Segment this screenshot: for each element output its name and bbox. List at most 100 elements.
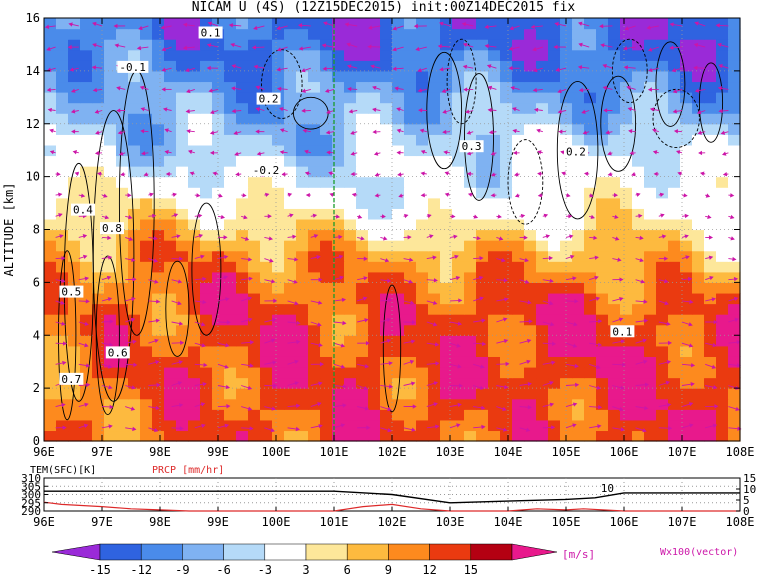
wind-vector-head — [690, 363, 696, 368]
wind-cell — [116, 250, 129, 262]
wind-cell — [200, 134, 213, 146]
wind-cell — [188, 60, 201, 72]
contour-line — [507, 139, 544, 225]
wind-cell — [140, 197, 153, 209]
wind-cell — [380, 282, 393, 294]
wind-cell — [440, 292, 453, 305]
x-tick-label: 107E — [668, 445, 697, 459]
wind-cell — [668, 208, 681, 220]
wind-cell — [200, 81, 213, 93]
wind-vector-head — [455, 275, 461, 281]
wind-cell — [704, 398, 717, 410]
wind-cell — [248, 187, 261, 199]
wind-vector-head — [276, 47, 282, 52]
wind-cell — [572, 250, 585, 262]
wind-cell — [176, 113, 189, 125]
wind-vector-head — [434, 342, 440, 347]
wind-cell — [440, 166, 453, 178]
wind-cell — [272, 419, 285, 432]
wind-vector-head — [80, 193, 86, 198]
wind-cell — [164, 250, 177, 262]
wind-vector-head — [408, 279, 413, 284]
wind-vector-head — [49, 150, 55, 155]
wind-cell — [320, 166, 333, 178]
wind-cell — [644, 250, 657, 262]
wind-cell — [308, 208, 321, 220]
wind-vector-head — [138, 25, 143, 31]
wind-cell — [380, 60, 393, 72]
wind-cell — [260, 303, 273, 315]
wind-cell — [368, 208, 381, 220]
wind-vector-head — [364, 363, 370, 369]
wind-cell — [476, 366, 489, 379]
wind-cell — [176, 49, 189, 61]
wind-cell — [428, 134, 441, 146]
wind-vector-head — [486, 64, 492, 69]
wind-cell — [500, 398, 513, 410]
wind-cell — [536, 345, 549, 357]
wind-vector-head — [433, 402, 438, 407]
wind-vector-head — [553, 44, 558, 50]
wind-cell — [224, 81, 237, 93]
wind-cell — [344, 92, 357, 104]
wind-vector-head — [367, 44, 372, 49]
wind-cell — [692, 271, 705, 283]
wind-cell — [356, 345, 369, 357]
wind-cell — [428, 113, 441, 125]
wind-vector-head — [177, 279, 183, 284]
wind-cell — [692, 345, 705, 357]
wind-cell — [272, 123, 285, 135]
wind-vector-head — [189, 171, 195, 176]
wind-cell — [152, 176, 165, 188]
wind-cell — [380, 92, 393, 104]
wind-cell — [176, 81, 189, 93]
wind-cell — [572, 102, 585, 114]
wind-cell — [512, 430, 525, 442]
wind-cell — [332, 60, 345, 72]
wind-vector-head — [651, 128, 657, 133]
wind-cell — [404, 419, 417, 432]
wind-cell — [620, 176, 633, 188]
wind-vector-head — [329, 192, 334, 197]
wind-cell — [464, 229, 477, 241]
contour-label: 0.6 — [108, 346, 128, 359]
wind-vector-head — [478, 275, 484, 281]
wind-cell — [56, 60, 69, 72]
wind-cell — [164, 388, 177, 400]
wind-cell — [176, 70, 189, 83]
wind-cell — [308, 176, 321, 188]
wind-cell — [248, 123, 261, 135]
wind-cell — [140, 92, 153, 104]
wind-cell — [548, 314, 561, 326]
wind-cell — [368, 49, 381, 61]
wind-cell — [272, 356, 285, 368]
wind-cell — [296, 113, 309, 125]
wind-cell — [344, 166, 357, 178]
temperature-line — [44, 490, 740, 504]
wind-cell — [572, 197, 585, 209]
wind-cell — [608, 366, 621, 379]
wind-cell — [452, 261, 465, 273]
x-tick-label: 100E — [262, 445, 291, 459]
wind-vector-head — [62, 341, 68, 346]
wind-cell — [572, 271, 585, 283]
wind-cell — [452, 28, 465, 40]
wind-vector-head — [396, 150, 401, 155]
wind-cell — [572, 81, 585, 93]
wind-vector-head — [590, 214, 595, 219]
wind-cell — [104, 166, 117, 178]
wind-cell — [476, 218, 489, 231]
wind-cell — [224, 271, 237, 283]
wind-vector-head — [593, 235, 598, 241]
wind-vector-head — [394, 86, 399, 91]
wind-vector-head — [370, 64, 375, 69]
wind-cell — [140, 113, 153, 125]
prcp-tick-label: 0 — [743, 505, 750, 518]
wind-cell — [284, 229, 297, 241]
wind-cell — [608, 409, 621, 421]
wind-cell — [260, 134, 273, 146]
wind-cell — [140, 419, 153, 432]
wind-cell — [80, 345, 93, 357]
colorbar-swatch — [99, 543, 142, 561]
wind-cell — [212, 155, 225, 167]
